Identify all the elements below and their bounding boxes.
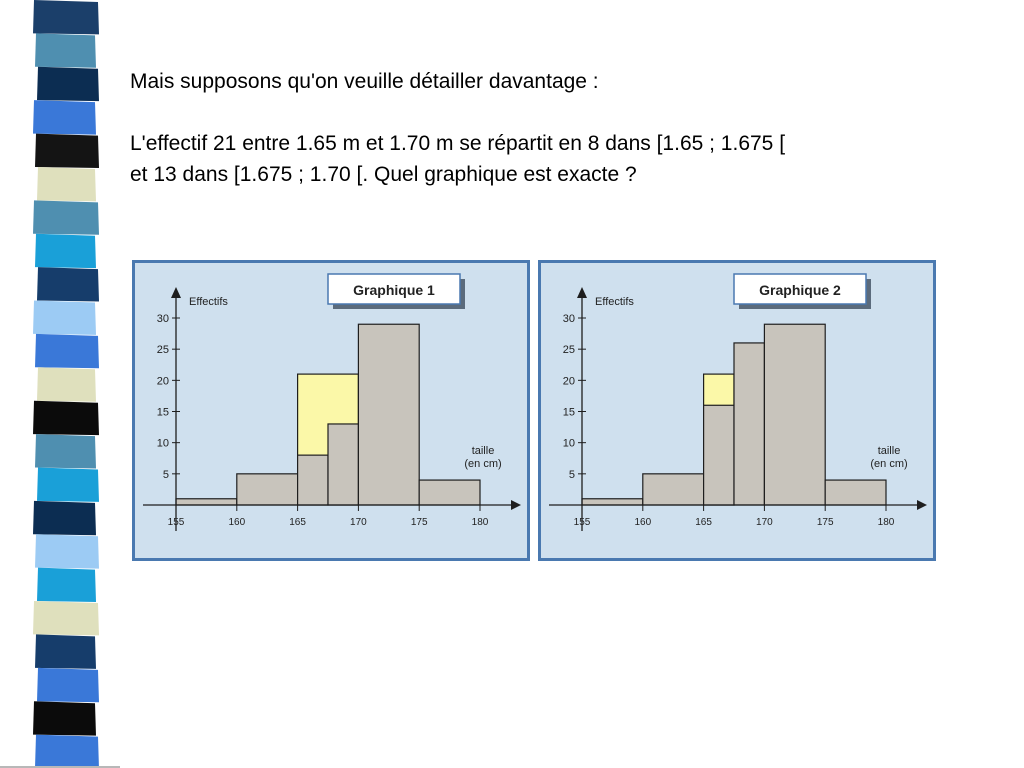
y-tick-label: 20 (563, 375, 575, 387)
strip-band (33, 701, 96, 736)
strip-band (35, 734, 99, 768)
strip-band (37, 567, 96, 603)
strip-band (37, 467, 99, 502)
strip-band (33, 601, 99, 636)
y-tick-label: 5 (163, 469, 169, 481)
strip-band (35, 434, 96, 469)
strip-base (0, 766, 120, 768)
y-axis-arrow (577, 287, 587, 298)
x-axis-unit: (en cm) (464, 458, 501, 470)
strip-band (35, 233, 96, 269)
decorative-side-strip (0, 0, 120, 768)
slide-body: Mais supposons qu'on veuille détailler d… (130, 66, 1020, 190)
x-tick-label: 170 (350, 517, 367, 528)
strip-band (33, 0, 99, 35)
x-tick-label: 175 (817, 517, 834, 528)
y-axis-arrow (171, 287, 181, 298)
strip-band (35, 133, 99, 168)
strip-band (33, 500, 96, 536)
x-tick-label: 165 (289, 517, 306, 528)
x-axis-unit: (en cm) (870, 458, 907, 470)
title-box (733, 273, 867, 305)
strip-band (35, 634, 96, 669)
question-line-2: et 13 dans [1.675 ; 1.70 [. Quel graphiq… (130, 163, 637, 186)
chart-title: Graphique 2 (759, 282, 841, 298)
x-tick-label: 165 (695, 517, 712, 528)
x-tick-label: 170 (756, 517, 773, 528)
histogram-bar (236, 473, 299, 506)
histogram-bar (733, 342, 765, 506)
x-axis-arrow (917, 500, 927, 510)
x-axis-arrow (511, 500, 521, 510)
x-axis-label: taille (472, 445, 495, 457)
strip-band (35, 33, 96, 68)
y-tick-label: 10 (157, 438, 169, 450)
histogram-chart-1: Graphique 1 5 10 15 20 25 30 155 160 165 170 175 180… (143, 273, 521, 531)
y-tick-label: 25 (563, 344, 575, 356)
y-tick-label: 15 (563, 407, 575, 419)
x-tick-label: 180 (878, 517, 895, 528)
question-line-1: L'effectif 21 entre 1.65 m et 1.70 m se … (130, 132, 786, 155)
y-tick-label: 20 (157, 375, 169, 387)
strip-band (37, 667, 99, 703)
y-tick-label: 25 (157, 344, 169, 356)
strip-band (33, 200, 99, 235)
histogram-bar (581, 498, 644, 506)
histogram-bar (763, 323, 826, 506)
strip-band (37, 267, 99, 302)
chart-title: Graphique 1 (353, 282, 435, 298)
histogram-bar (327, 423, 359, 506)
title-box (327, 273, 461, 305)
strip-band (35, 333, 99, 369)
strip-band (33, 400, 99, 436)
histogram-chart-2: Graphique 2 5 10 15 20 25 30 155 160 165 170 175 180… (549, 273, 927, 531)
histogram-bar (703, 404, 735, 506)
intro-line: Mais supposons qu'on veuille détailler d… (130, 70, 599, 93)
strip-band (33, 300, 96, 335)
x-axis-label: taille (878, 445, 901, 457)
x-tick-label: 160 (228, 517, 245, 528)
y-axis-label: Effectifs (189, 296, 228, 308)
chart-panel-2: Graphique 2 5 10 15 20 25 30 155 160 165 170 175 180… (538, 260, 936, 561)
y-axis-label: Effectifs (595, 296, 634, 308)
y-tick-label: 15 (157, 407, 169, 419)
strip-band (33, 100, 96, 135)
histogram-bar (357, 323, 420, 506)
histogram-bar (418, 479, 481, 506)
x-tick-label: 155 (168, 517, 185, 528)
strip-band (37, 166, 96, 202)
x-tick-label: 160 (634, 517, 651, 528)
strip-band (37, 66, 99, 102)
histogram-bar (175, 498, 238, 506)
x-tick-label: 175 (411, 517, 428, 528)
histogram-bar (642, 473, 705, 506)
histogram-bar (297, 454, 329, 506)
histogram-bar (824, 479, 887, 506)
x-tick-label: 180 (472, 517, 489, 528)
y-tick-label: 30 (157, 313, 169, 325)
x-tick-label: 155 (574, 517, 591, 528)
chart-panel-1: Graphique 1 5 10 15 20 25 30 155 160 165 170 175 180… (132, 260, 530, 561)
y-tick-label: 5 (569, 469, 575, 481)
y-tick-label: 30 (563, 313, 575, 325)
y-tick-label: 10 (563, 438, 575, 450)
strip-band (35, 534, 99, 569)
strip-band (37, 367, 96, 402)
